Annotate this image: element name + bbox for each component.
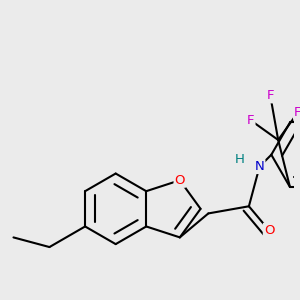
Text: H: H (234, 153, 244, 166)
Text: F: F (267, 89, 274, 102)
Text: F: F (294, 106, 300, 119)
Text: O: O (264, 224, 274, 237)
Text: O: O (175, 174, 185, 187)
Text: N: N (255, 160, 264, 173)
Text: F: F (247, 114, 254, 127)
